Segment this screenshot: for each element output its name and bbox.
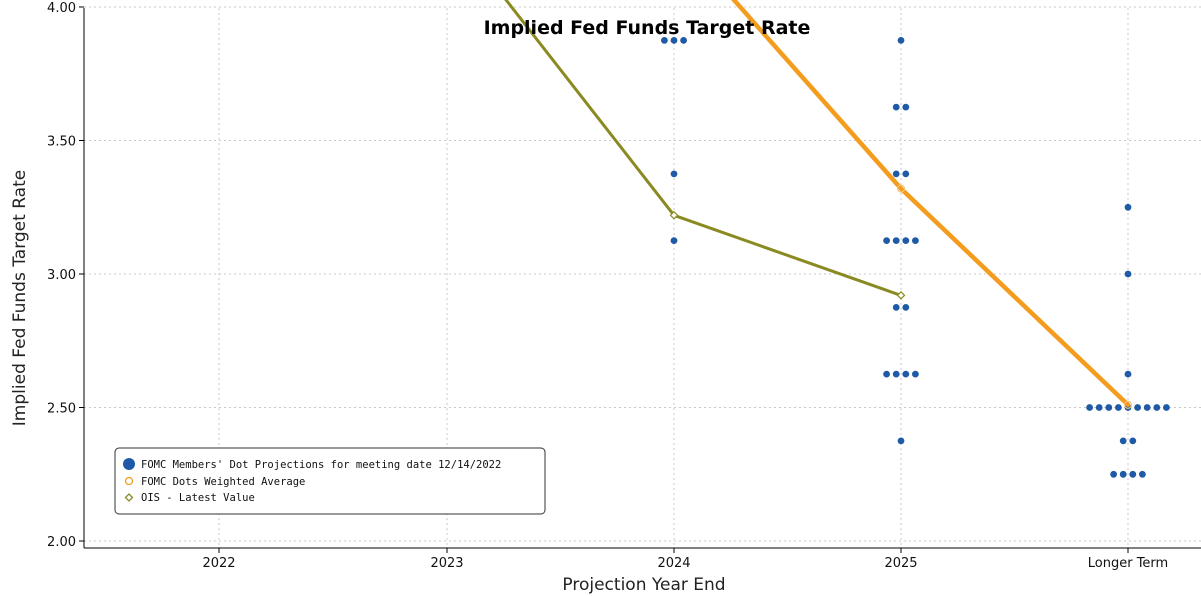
weighted-average-point — [1123, 400, 1133, 409]
dot-projection — [680, 37, 687, 44]
dot-projection — [1124, 270, 1132, 278]
dot-projection — [897, 37, 905, 44]
legend-weighted-avg-marker — [124, 476, 134, 486]
dot-projection — [892, 170, 900, 178]
legend-dots-label: FOMC Members' Dot Projections for meetin… — [141, 459, 501, 471]
dot-projection — [902, 237, 910, 245]
dot-projection — [1134, 404, 1141, 411]
dot-projection — [892, 237, 900, 245]
legend: FOMC Members' Dot Projections for meetin… — [114, 447, 546, 515]
dot-projection — [1119, 470, 1127, 478]
chart-title: Implied Fed Funds Target Rate — [484, 17, 811, 39]
legend-weighted-avg-label: FOMC Dots Weighted Average — [141, 476, 305, 488]
dot-projection — [883, 370, 890, 378]
dot-projection — [912, 370, 919, 378]
dot-projection — [1105, 404, 1113, 411]
y-axis-title: Implied Fed Funds Target Rate — [10, 170, 30, 426]
y-tick-label: 2.00 — [47, 535, 76, 550]
y-tick-label: 3.50 — [47, 135, 76, 150]
legend-box — [114, 447, 546, 515]
ois-point — [669, 210, 679, 220]
dot-projection — [892, 304, 900, 311]
dot-projection — [1129, 470, 1137, 478]
dot-projection — [1115, 404, 1122, 411]
y-tick-label: 4.00 — [47, 1, 76, 16]
dot-projection — [1153, 404, 1161, 411]
dot-projection — [1163, 404, 1170, 411]
y-tick-label: 3.00 — [47, 268, 76, 283]
x-tick-label: 2022 — [202, 556, 235, 571]
legend-ois-marker — [124, 493, 134, 502]
x-axis-title: Projection Year End — [562, 575, 725, 595]
x-tick-label: 2023 — [430, 556, 463, 571]
y-tick-label: 2.50 — [47, 402, 76, 417]
dot-projection — [897, 437, 905, 445]
dot-projection — [883, 237, 890, 245]
x-tick-label: 2024 — [657, 556, 690, 571]
dot-projection — [892, 370, 900, 378]
dot-projection — [902, 370, 910, 378]
dot-projection — [670, 237, 678, 245]
series-lines — [504, 0, 1133, 409]
dot-projection — [902, 103, 910, 111]
dot-projection — [902, 170, 910, 178]
dot-projections — [661, 37, 1170, 478]
dot-projection — [1124, 203, 1132, 211]
dot-projection — [892, 103, 900, 111]
dot-projection — [1095, 404, 1103, 411]
dot-projection — [912, 237, 919, 245]
dot-projection — [1110, 470, 1117, 478]
dot-projection — [1143, 404, 1151, 411]
dot-projection — [670, 37, 678, 44]
dot-projection — [661, 37, 668, 44]
dot-projection — [670, 170, 678, 178]
x-tick-label: 2025 — [884, 556, 917, 571]
ois-point — [896, 291, 906, 300]
dot-projection — [902, 304, 910, 311]
dot-projection — [1124, 370, 1132, 378]
dot-projection — [1086, 404, 1093, 411]
weighted-average-line — [731, 0, 1131, 408]
dot-projection — [1139, 470, 1146, 478]
x-tick-label: Longer Term — [1088, 556, 1168, 571]
dot-projection — [1119, 437, 1127, 445]
axes: 2.002.503.003.504.004.505.005.5020222023… — [47, 1, 1201, 571]
dot-projection — [1129, 437, 1137, 445]
legend-ois-label: OIS - Latest Value — [141, 492, 255, 504]
legend-dots-marker — [123, 458, 135, 470]
weighted-average-point — [896, 184, 906, 193]
